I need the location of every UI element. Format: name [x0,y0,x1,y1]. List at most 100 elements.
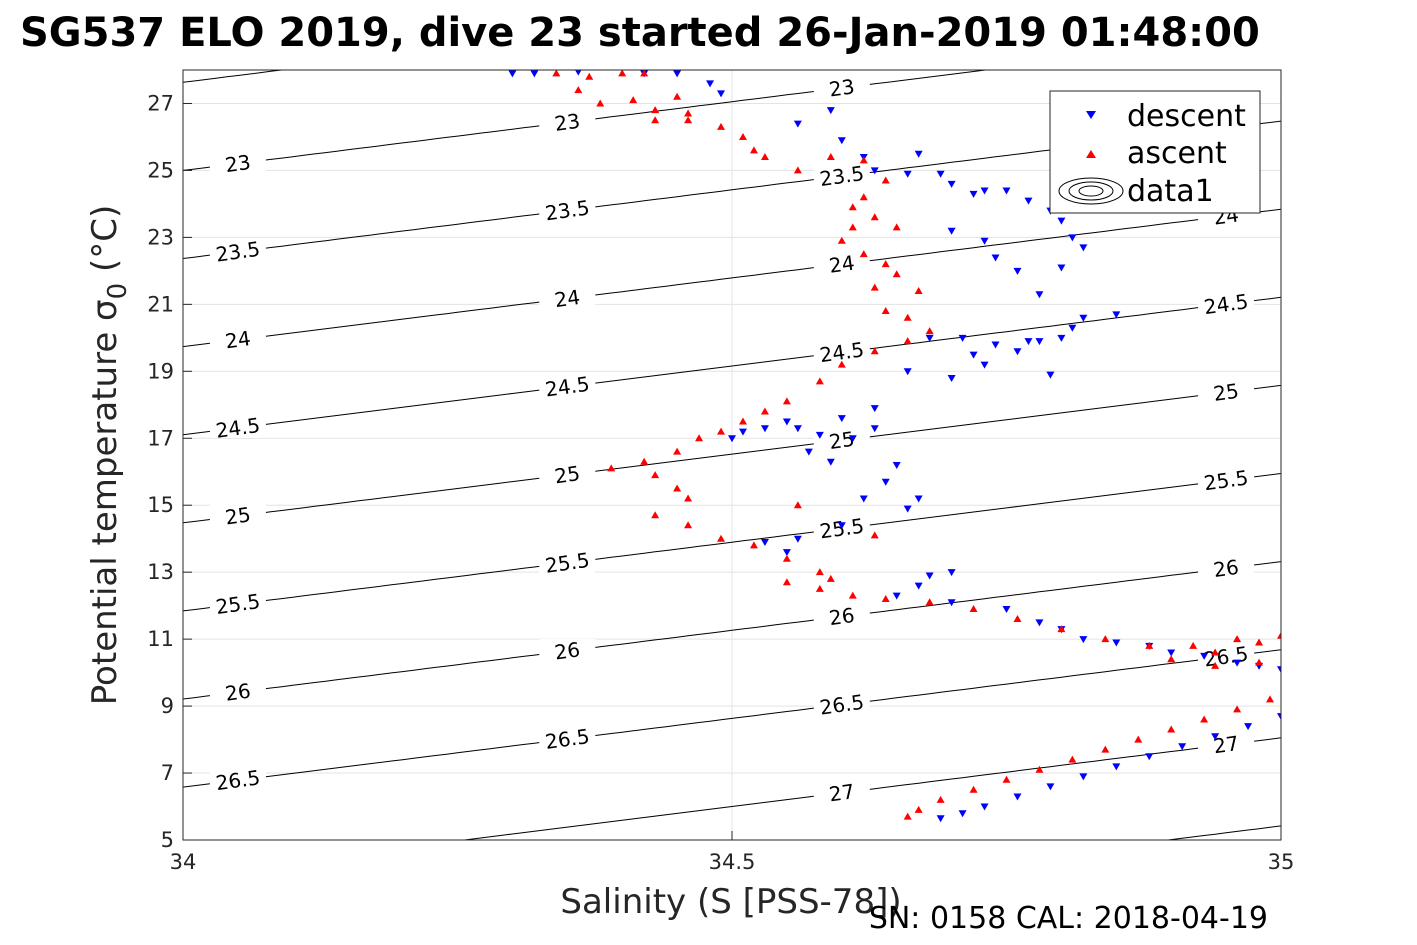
contour-label-bg [1198,380,1255,403]
ascent-point [574,86,583,94]
ascent-point [684,494,693,502]
ascent-point [596,99,605,107]
descent-point [1024,338,1033,346]
ascent-point [1277,631,1281,639]
descent-point [914,495,923,503]
contour-line [183,70,990,171]
descent-point [782,418,791,426]
ascent-point [815,568,824,576]
contour-label-bg [539,550,596,573]
ascent-point [695,434,704,442]
contour-label: 25 [1212,379,1241,406]
x-axis-label: Salinity (S [PSS-78]) [560,882,901,922]
descent-point [837,522,846,530]
ascent-point [848,223,857,231]
legend-descent-label: descent [1127,99,1246,134]
descent-point [1057,334,1066,342]
descent-point [848,435,857,443]
descent-point [969,351,978,359]
ascent-point [969,605,978,612]
descent-point [980,803,989,811]
contour-label: 25 [553,461,582,488]
legend-descent-marker [1086,111,1096,119]
x-tick-label: 34 [170,850,197,874]
ascent-point [673,484,682,492]
ascent-point [1255,638,1264,646]
ascent-point [1255,658,1264,666]
contour-label-bg [539,286,596,309]
contour-label: 24 [224,326,253,353]
contour-label-bg [539,462,596,485]
ascent-point [717,427,726,435]
descent-point [760,425,769,433]
descent-point [936,170,945,178]
contour-label: 24 [828,251,857,278]
ascent-point [585,72,594,80]
descent-point [1057,217,1066,225]
y-tick-label: 9 [161,694,174,718]
descent-point [980,187,989,195]
contour-label: 26 [553,637,582,664]
y-tick-label: 25 [147,158,174,182]
descent-point [903,170,912,178]
descent-point [947,569,956,577]
ascent-point [1101,745,1110,753]
y-tick-label: 11 [147,627,174,651]
contour-line [183,649,1281,788]
y-axis-label: Potential temperature σ0 (°C) [85,205,133,705]
ascent-point [969,785,978,793]
y-tick-label: 27 [147,91,174,115]
ascent-point [782,397,791,405]
y-axis: 5 7 9 11 13 15 17 19 21 23 25 27 [147,91,192,852]
ascent-point [1145,641,1154,649]
legend-ascent-marker [1086,150,1096,158]
contour-label-bg [813,428,870,451]
y-tick-label: 7 [161,761,174,785]
descent-point [969,190,978,198]
contour-label-bg [1198,556,1255,579]
descent-point [826,107,835,115]
descent-point [892,462,901,470]
descent-point [870,425,879,433]
contour-label-bg [539,110,596,133]
ascent-point [793,166,802,174]
ascent-point [1189,641,1198,649]
footer-text: SN: 0158 CAL: 2018-04-19 [869,901,1268,936]
ascent-point [859,193,868,201]
ascent-point [651,511,660,519]
ascent-point [881,260,890,268]
ascent-point [738,132,747,140]
descent-point [914,582,923,590]
descent-point [881,478,890,486]
contour-label-bg [209,768,266,791]
ascent-point [859,250,868,258]
descent-point [793,535,802,543]
descent-point [991,341,1000,349]
ascent-point [815,584,824,592]
ascent-point [848,591,857,599]
descent-point [947,227,956,235]
ascent-series [552,70,1281,820]
descent-point [947,375,956,382]
descent-point [1211,733,1220,741]
contour-label: 26 [224,679,253,706]
contour-label-bg [209,680,266,703]
ascent-point [826,574,835,582]
contour-label-bg [813,604,870,627]
descent-point [1068,324,1077,332]
descent-point [1035,291,1044,299]
x-axis: 34 34.5 35 [170,831,1294,874]
descent-point [1277,666,1281,674]
ascent-point [881,176,890,184]
descent-point [947,180,956,188]
descent-point [1013,793,1022,801]
descent-point [673,70,682,78]
contour-label-bg [1198,732,1255,755]
descent-point [1046,783,1055,791]
ascent-point [738,417,747,425]
descent-point [717,90,726,98]
contour-label: 24 [553,285,582,312]
descent-point [859,495,868,503]
contour-label-bg [813,75,870,98]
ascent-point [1101,635,1110,643]
